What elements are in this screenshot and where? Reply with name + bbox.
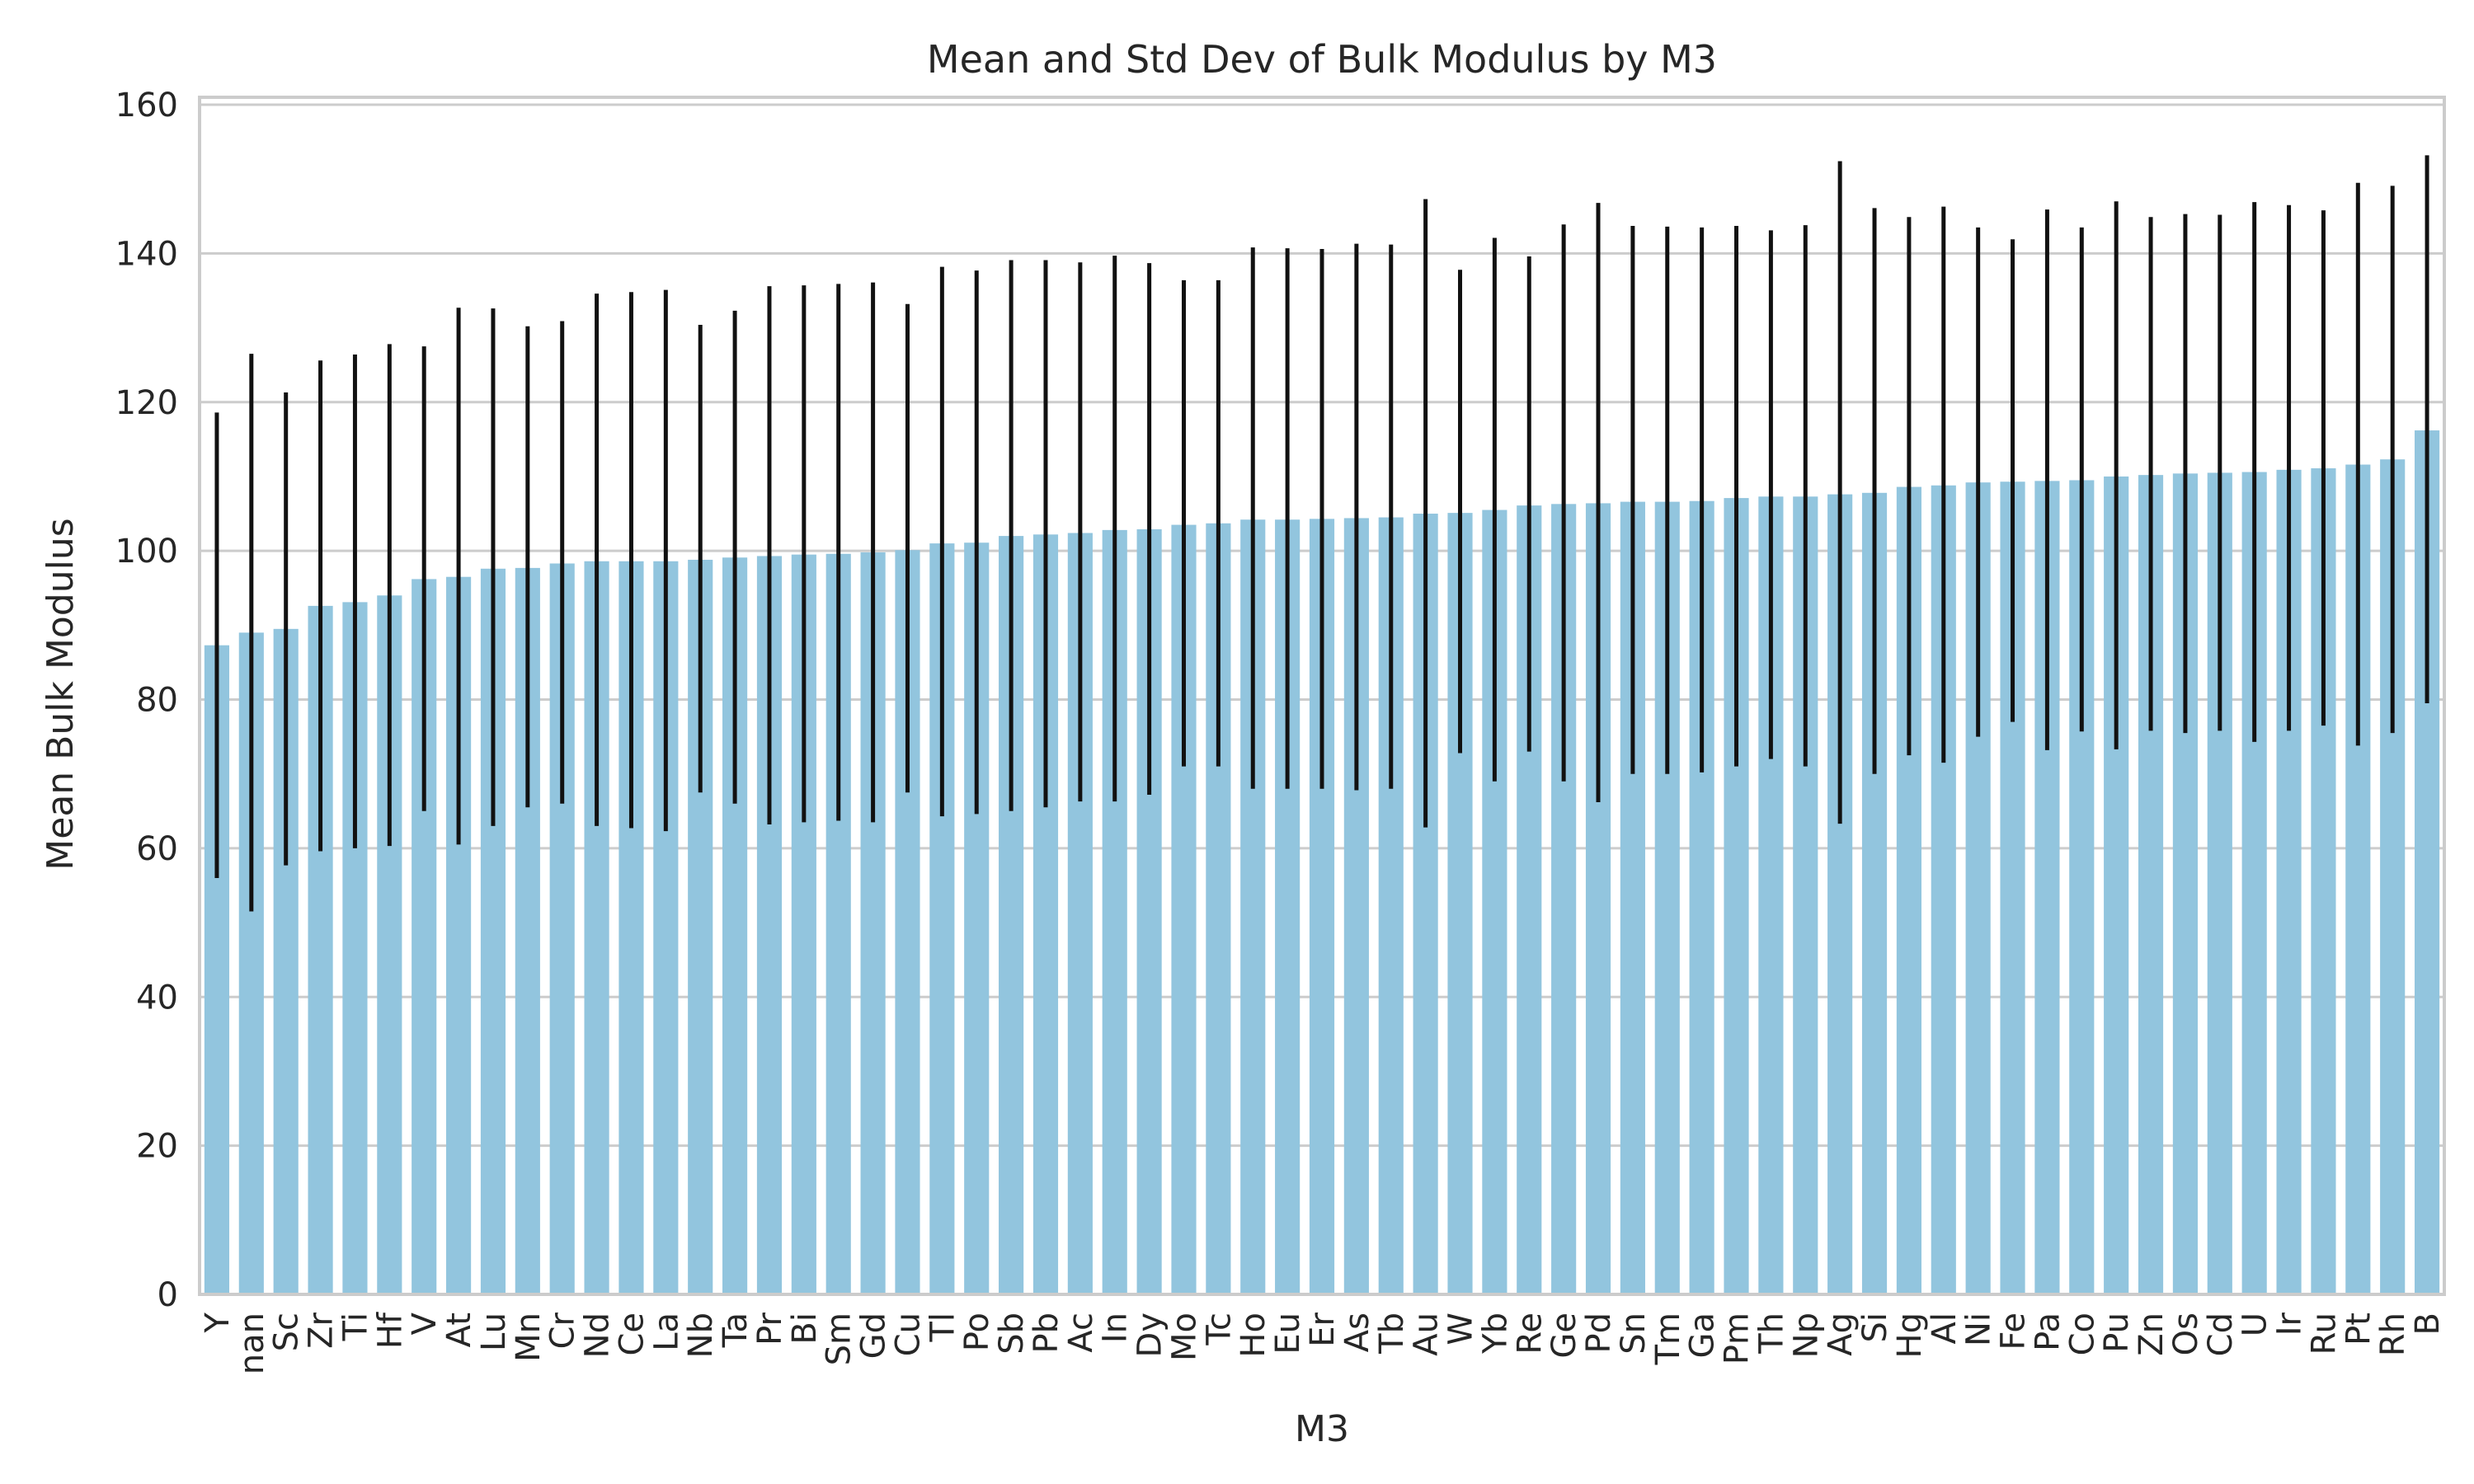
y-tick-label: 60 xyxy=(136,830,178,868)
x-tick-label: Sc xyxy=(268,1313,306,1351)
y-tick-label: 120 xyxy=(115,384,178,422)
x-tick-label: Pt xyxy=(2340,1313,2378,1345)
y-tick-label: 80 xyxy=(136,682,178,720)
x-tick-label: Au xyxy=(1408,1313,1446,1356)
y-tick-label: 20 xyxy=(136,1128,178,1166)
x-tick-label: Ce xyxy=(613,1313,651,1356)
x-tick-label: Ho xyxy=(1235,1313,1272,1358)
x-tick-label: Si xyxy=(1856,1313,1894,1343)
x-tick-label: Eu xyxy=(1269,1313,1307,1355)
error-bars xyxy=(214,155,2429,912)
x-tick-label: Ru xyxy=(2305,1313,2343,1355)
y-tick-label: 160 xyxy=(115,87,178,124)
x-tick-label: Fe xyxy=(1995,1313,2033,1350)
y-tick-label: 100 xyxy=(115,533,178,571)
x-tick-label: Tm xyxy=(1649,1313,1687,1365)
y-tick-label: 0 xyxy=(158,1276,178,1314)
x-tick-label: Ag xyxy=(1822,1313,1860,1356)
x-tick-label: Mn xyxy=(510,1313,548,1362)
x-tick-label: Sn xyxy=(1615,1313,1653,1355)
x-tick-label: Cd xyxy=(2202,1313,2240,1356)
x-tick-labels: YnanScZrTiHfVAtLuMnCrNdCeLaNbTaPrBiSmGdC… xyxy=(199,1312,2447,1374)
x-tick-label: Ge xyxy=(1545,1313,1583,1359)
x-tick-label: As xyxy=(1338,1313,1376,1352)
x-tick-label: Lu xyxy=(475,1313,513,1351)
x-tick-label: W xyxy=(1442,1313,1480,1345)
y-tick-label: 140 xyxy=(115,235,178,273)
x-tick-label: Gd xyxy=(855,1313,893,1359)
x-tick-label: B xyxy=(2409,1313,2447,1335)
x-tick-label: Ni xyxy=(1960,1313,1998,1346)
x-tick-label: Co xyxy=(2063,1313,2101,1355)
x-tick-label: Th xyxy=(1752,1313,1790,1355)
x-tick-label: La xyxy=(647,1313,685,1351)
x-tick-label: Sm xyxy=(821,1313,858,1365)
x-tick-label: Yb xyxy=(1476,1313,1514,1355)
x-tick-label: Rh xyxy=(2374,1313,2412,1356)
x-tick-label: Ga xyxy=(1684,1313,1722,1359)
x-tick-label: U xyxy=(2236,1313,2274,1336)
x-tick-label: Al xyxy=(1926,1313,1964,1344)
x-tick-label: Dy xyxy=(1131,1313,1169,1357)
x-tick-label: Pb xyxy=(1028,1313,1065,1354)
x-tick-label: nan xyxy=(233,1313,271,1374)
x-axis-label: M3 xyxy=(1295,1408,1349,1450)
y-tick-labels: 0 20 40 60 80 100 120 140 160 xyxy=(115,87,178,1314)
x-tick-label: In xyxy=(1097,1313,1135,1343)
x-tick-label: Cu xyxy=(889,1313,927,1356)
x-tick-label: Hf xyxy=(371,1312,409,1349)
x-tick-label: Pr xyxy=(751,1312,789,1345)
x-tick-label: Sb xyxy=(993,1313,1031,1355)
x-tick-label: Pd xyxy=(1580,1313,1618,1354)
x-tick-label: Hg xyxy=(1891,1313,1929,1358)
x-tick-label: Bi xyxy=(786,1313,824,1345)
x-tick-label: Pu xyxy=(2098,1313,2136,1353)
x-tick-label: Mo xyxy=(1165,1313,1203,1361)
x-tick-label: Pm xyxy=(1719,1313,1757,1364)
x-tick-label: Ir xyxy=(2271,1312,2309,1336)
x-tick-label: Nd xyxy=(579,1313,617,1358)
x-tick-label: Np xyxy=(1787,1313,1825,1358)
x-tick-label: Ta xyxy=(717,1313,755,1348)
chart-title: Mean and Std Dev of Bulk Modulus by M3 xyxy=(927,37,1717,82)
x-tick-label: Tl xyxy=(924,1313,962,1343)
x-tick-label: Er xyxy=(1304,1312,1342,1346)
x-tick-label: Ac xyxy=(1062,1313,1100,1353)
x-tick-label: Cr xyxy=(544,1312,582,1349)
y-axis-label: Mean Bulk Modulus xyxy=(40,518,82,870)
x-tick-label: Zr xyxy=(303,1312,341,1348)
x-tick-label: Y xyxy=(199,1312,237,1333)
x-tick-label: Pa xyxy=(2029,1313,2067,1351)
x-tick-label: Re xyxy=(1511,1313,1549,1355)
y-tick-label: 40 xyxy=(136,979,178,1017)
plot-frame xyxy=(198,96,2446,1296)
x-tick-label: Os xyxy=(2167,1313,2205,1355)
bars xyxy=(204,430,2440,1294)
x-tick-label: At xyxy=(440,1313,478,1347)
x-tick-label: Zn xyxy=(2133,1313,2171,1356)
x-tick-label: V xyxy=(406,1312,444,1335)
x-tick-label: Ti xyxy=(336,1313,374,1341)
x-tick-label: Po xyxy=(958,1313,996,1351)
x-tick-label: Tb xyxy=(1373,1313,1411,1355)
x-tick-label: Nb xyxy=(682,1313,720,1358)
x-tick-label: Tc xyxy=(1200,1313,1238,1346)
